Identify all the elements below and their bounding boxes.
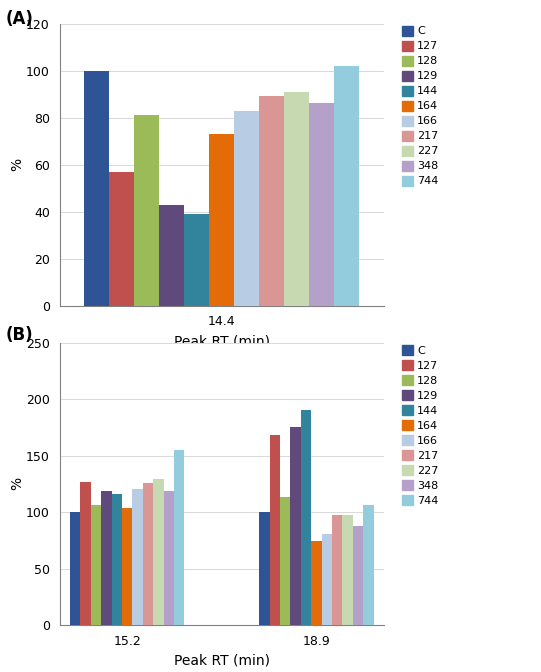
Bar bbox=[70, 512, 80, 625]
Bar bbox=[332, 515, 342, 625]
Legend: C, 127, 128, 129, 144, 164, 166, 217, 227, 348, 744: C, 127, 128, 129, 144, 164, 166, 217, 22… bbox=[399, 343, 441, 508]
Bar bbox=[259, 97, 284, 306]
Bar bbox=[153, 479, 163, 625]
Bar bbox=[133, 489, 143, 625]
Bar bbox=[109, 172, 134, 306]
Bar bbox=[163, 491, 174, 625]
X-axis label: Peak RT (min): Peak RT (min) bbox=[174, 653, 270, 667]
X-axis label: Peak RT (min): Peak RT (min) bbox=[174, 334, 270, 348]
Bar bbox=[134, 116, 160, 306]
Bar bbox=[311, 542, 322, 625]
Bar bbox=[291, 427, 301, 625]
Bar bbox=[111, 494, 122, 625]
Bar bbox=[334, 66, 359, 306]
Bar bbox=[174, 450, 184, 625]
Bar bbox=[259, 512, 269, 625]
Bar bbox=[209, 134, 234, 306]
Bar bbox=[309, 103, 334, 306]
Bar bbox=[84, 71, 109, 306]
Bar bbox=[269, 435, 280, 625]
Y-axis label: %: % bbox=[10, 158, 24, 171]
Bar bbox=[184, 214, 209, 306]
Bar bbox=[342, 515, 353, 625]
Bar bbox=[322, 534, 332, 625]
Bar bbox=[353, 526, 364, 625]
Bar bbox=[284, 92, 309, 306]
Y-axis label: %: % bbox=[10, 477, 24, 491]
Text: (B): (B) bbox=[5, 326, 33, 344]
Bar bbox=[301, 411, 311, 625]
Bar bbox=[234, 110, 259, 306]
Bar bbox=[364, 505, 374, 625]
Bar bbox=[280, 497, 291, 625]
Text: (A): (A) bbox=[5, 10, 34, 28]
Bar bbox=[101, 491, 111, 625]
Bar bbox=[160, 205, 184, 306]
Legend: C, 127, 128, 129, 144, 164, 166, 217, 227, 348, 744: C, 127, 128, 129, 144, 164, 166, 217, 22… bbox=[399, 24, 441, 189]
Bar bbox=[91, 505, 101, 625]
Bar bbox=[122, 507, 133, 625]
Bar bbox=[143, 482, 153, 625]
Bar bbox=[80, 482, 91, 625]
